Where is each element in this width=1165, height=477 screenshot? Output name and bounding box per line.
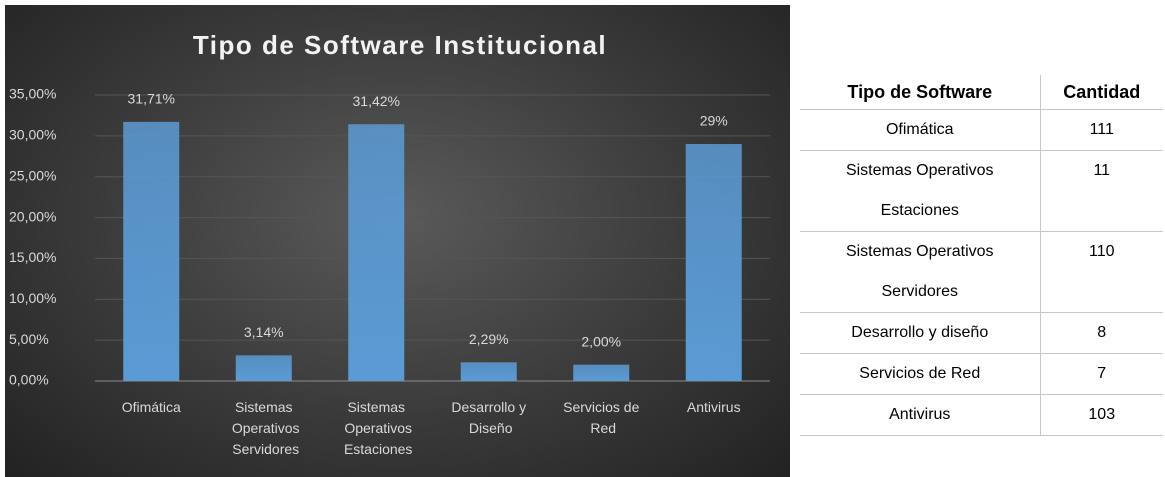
bar xyxy=(235,355,292,381)
cell-text: Antivirus xyxy=(889,406,951,423)
x-tick-label: Ofimática xyxy=(122,399,181,415)
table-cell: 103 xyxy=(1040,394,1163,436)
table-cell: 110 xyxy=(1040,231,1163,313)
cell-text: Sistemas Operativos Estaciones xyxy=(845,162,994,219)
table-row: Desarrollo y diseño 8 xyxy=(800,312,1163,354)
cell-text: Desarrollo y diseño xyxy=(851,324,989,341)
bar xyxy=(685,144,742,381)
table-cell: 8 xyxy=(1040,312,1163,354)
y-tick-label: 5,00% xyxy=(9,331,49,347)
data-label: 31,71% xyxy=(128,91,175,107)
header-cell: Tipo de Software xyxy=(800,75,1041,110)
table-row: Ofimática 111 xyxy=(800,109,1163,151)
table-cell: Desarrollo y diseño xyxy=(800,312,1041,354)
table-row: Sistemas Operativos Servidores 110 xyxy=(800,231,1163,313)
table-cell: 111 xyxy=(1040,109,1163,151)
y-tick-label: 20,00% xyxy=(9,208,56,224)
y-tick-label: 10,00% xyxy=(9,290,56,306)
table-header: Tipo de Software Cantidad xyxy=(800,75,1163,110)
bar xyxy=(460,362,517,381)
data-label: 31,42% xyxy=(353,93,400,109)
cell-text: Ofimática xyxy=(885,121,954,138)
data-table: Tipo de Software Cantidad Ofimática 111 Si… xyxy=(800,75,1163,436)
y-tick-label: 30,00% xyxy=(9,127,56,143)
chart-title: Tipo de Software Institucional xyxy=(193,30,607,60)
data-label: 3,14% xyxy=(244,324,284,340)
y-tick-label: 25,00% xyxy=(9,167,56,183)
table-cell: 7 xyxy=(1040,353,1163,395)
chart: Tipo de Software Institucional 0,00% 5,00… xyxy=(5,5,790,477)
table-cell: Servicios de Red xyxy=(800,353,1041,395)
x-tick-label: Servicios de Red xyxy=(563,399,639,436)
table-row: Sistemas Operativos Estaciones 11 xyxy=(800,150,1163,232)
table-cell: Ofimática xyxy=(800,109,1041,151)
data-label: 2,29% xyxy=(469,331,509,347)
y-tick-label: 0,00% xyxy=(9,372,49,388)
table-row: Antivirus 103 xyxy=(800,394,1163,436)
table-cell: Antivirus xyxy=(800,394,1041,436)
data-label: 29% xyxy=(700,113,728,129)
table-cell: Sistemas Operativos Servidores xyxy=(800,231,1041,313)
x-tick-label: Sistemas Operativos Servidores xyxy=(228,399,300,457)
bar xyxy=(573,364,630,381)
y-tick-label: 15,00% xyxy=(9,249,56,265)
table-cell: Sistemas Operativos Estaciones xyxy=(800,150,1041,232)
header-cell: Cantidad xyxy=(1040,75,1163,110)
cell-text: Sistemas Operativos Servidores xyxy=(845,243,994,300)
table-row: Servicios de Red 7 xyxy=(800,353,1163,395)
bar xyxy=(123,121,180,381)
bar xyxy=(348,124,405,381)
cell-text: Servicios de Red xyxy=(859,365,981,382)
x-tick-label: Sistemas Operativos Estaciones xyxy=(340,399,412,457)
data-label: 2,00% xyxy=(581,333,621,349)
y-tick-label: 35,00% xyxy=(9,86,56,102)
x-tick-label: Desarrollo y Diseño xyxy=(451,399,526,436)
x-tick-label: Antivirus xyxy=(687,399,741,415)
table-cell: 11 xyxy=(1040,150,1163,232)
